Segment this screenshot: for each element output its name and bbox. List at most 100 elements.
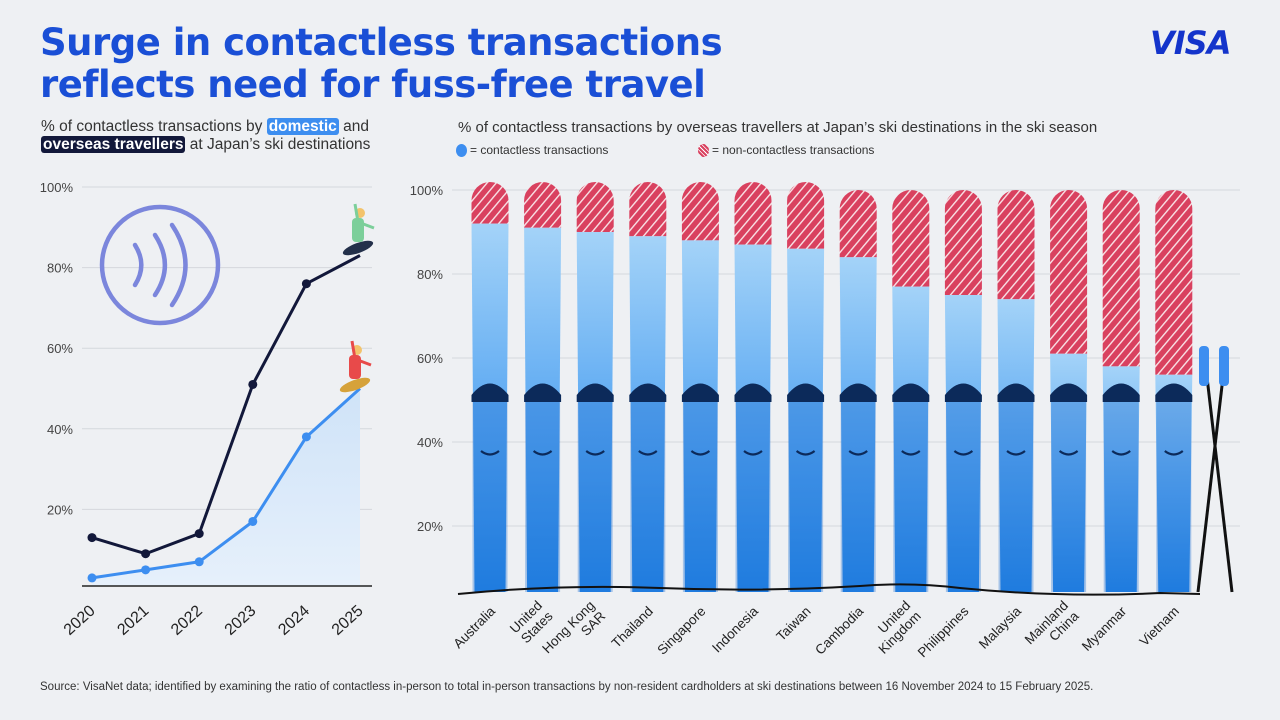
ski-face-smile [585, 450, 605, 456]
ski-lower-shade [682, 402, 718, 592]
x-tick-label: Indonesia [709, 603, 761, 655]
ski-face-smile [901, 450, 921, 456]
y-tick-label: 20% [47, 502, 73, 517]
ski-pole-grip [1199, 346, 1209, 386]
legend-non-contactless: = non-contactless transactions [698, 143, 874, 157]
ski-face-eyes [1050, 383, 1088, 402]
legend-label: = non-contactless transactions [712, 143, 875, 157]
ski-face-eyes [576, 383, 614, 402]
x-tick-label: Hong KongSAR [539, 598, 608, 667]
ski-bar [997, 190, 1035, 592]
domestic-line [91, 387, 362, 580]
overseas-point [87, 533, 97, 543]
overseas-point [141, 549, 151, 559]
ski-face-eyes [734, 383, 772, 402]
x-tick-line: Philippines [915, 603, 972, 660]
bar-non-contactless [471, 182, 509, 224]
left-title-part: at Japan’s ski destinations [185, 136, 371, 153]
ski-face-smile [690, 450, 711, 456]
ski-bar [1102, 190, 1140, 592]
bar-non-contactless [629, 182, 667, 237]
bar-contactless [787, 248, 825, 593]
x-tick-line: Singapore [654, 604, 708, 658]
domestic-point [141, 565, 151, 575]
legend-swatch-blue [456, 143, 467, 157]
bar-contactless [629, 236, 667, 592]
ski-lower-shade [525, 402, 561, 592]
x-tick-label: 2023 [222, 602, 260, 639]
snowboarder-arm [354, 357, 372, 367]
bar-non-contactless [524, 182, 562, 228]
bar-non-contactless [1102, 190, 1140, 367]
snowboarder-arm [353, 203, 360, 223]
visa-logo: VISA [1150, 24, 1231, 62]
ski-face-eyes [1102, 383, 1140, 402]
ski-face-eyes [681, 383, 719, 402]
ski-face-smile [743, 450, 763, 456]
snowboarder-icon-domestic [339, 340, 372, 393]
x-tick-label: 2021 [114, 602, 152, 639]
x-tick-label: 2022 [168, 602, 206, 639]
ski-bar [787, 182, 825, 593]
ski-pole-grip [1219, 346, 1229, 386]
x-tick-line: Myanmar [1079, 603, 1130, 654]
y-tick-label: 60% [47, 341, 73, 356]
contactless-wave [169, 222, 188, 308]
bar-contactless [681, 240, 719, 592]
x-tick-line: Thailand [609, 604, 656, 651]
x-tick-label: 2020 [61, 602, 99, 639]
ski-face-smile [1111, 450, 1131, 456]
contactless-wave [132, 242, 144, 288]
bar-contactless [524, 227, 562, 593]
x-tick-label: 2025 [329, 602, 367, 639]
bar-contactless [839, 257, 877, 592]
contactless-wave [152, 232, 168, 298]
y-tick-label: 60% [417, 351, 443, 366]
ski-face-smile [638, 450, 658, 456]
bar-non-contactless [997, 190, 1035, 300]
ski-face-eyes [524, 383, 562, 402]
ski-pole-icon [1196, 359, 1227, 593]
bar-non-contactless [1050, 190, 1088, 354]
bar-contactless [997, 299, 1035, 592]
ski-face-eyes [839, 383, 877, 402]
domestic-point [87, 573, 97, 583]
x-tick-line: Vietnam [1136, 604, 1181, 649]
ski-lower-shade [945, 402, 981, 592]
left-title-part: % of contactless transactions by [41, 118, 267, 135]
x-tick-line: Malaysia [976, 603, 1025, 652]
y-tick-label: 20% [417, 519, 443, 534]
ski-bar [524, 182, 562, 593]
ski-face-smile [848, 450, 868, 456]
x-tick-label: Thailand [609, 604, 656, 651]
overseas-highlight: overseas travellers [41, 136, 186, 153]
ski-lower-shade [1051, 402, 1087, 592]
ski-lower-shade [1156, 402, 1192, 592]
x-tick-label: Philippines [915, 603, 972, 660]
bar-non-contactless [944, 190, 982, 295]
y-tick-label: 80% [47, 261, 73, 276]
snowboard [339, 377, 371, 393]
ski-face-eyes [471, 383, 509, 402]
snow-ground-line [457, 583, 1201, 596]
snowboarder-arm [350, 340, 357, 360]
ski-face-smile [480, 450, 500, 456]
contactless-icon [99, 204, 221, 326]
bar-contactless [944, 295, 982, 592]
x-tick-label: Malaysia [976, 603, 1025, 652]
domestic-point [248, 516, 258, 526]
left-title-part: and [338, 118, 369, 135]
legend-label: = contactless transactions [470, 143, 609, 157]
x-tick-label: Myanmar [1079, 603, 1130, 654]
bar-contactless [1102, 366, 1140, 592]
bar-non-contactless [892, 190, 930, 287]
title-line-1: Surge in contactless transactions [40, 21, 723, 64]
bar-non-contactless [681, 182, 719, 241]
x-tick-label: Australia [450, 603, 498, 651]
overseas-point [301, 279, 311, 289]
ski-bar [839, 190, 877, 592]
right-chart-title: % of contactless transactions by oversea… [458, 119, 1098, 136]
page-title: Surge in contactless transactions reflec… [40, 21, 723, 106]
ski-face-smile [1006, 450, 1026, 456]
